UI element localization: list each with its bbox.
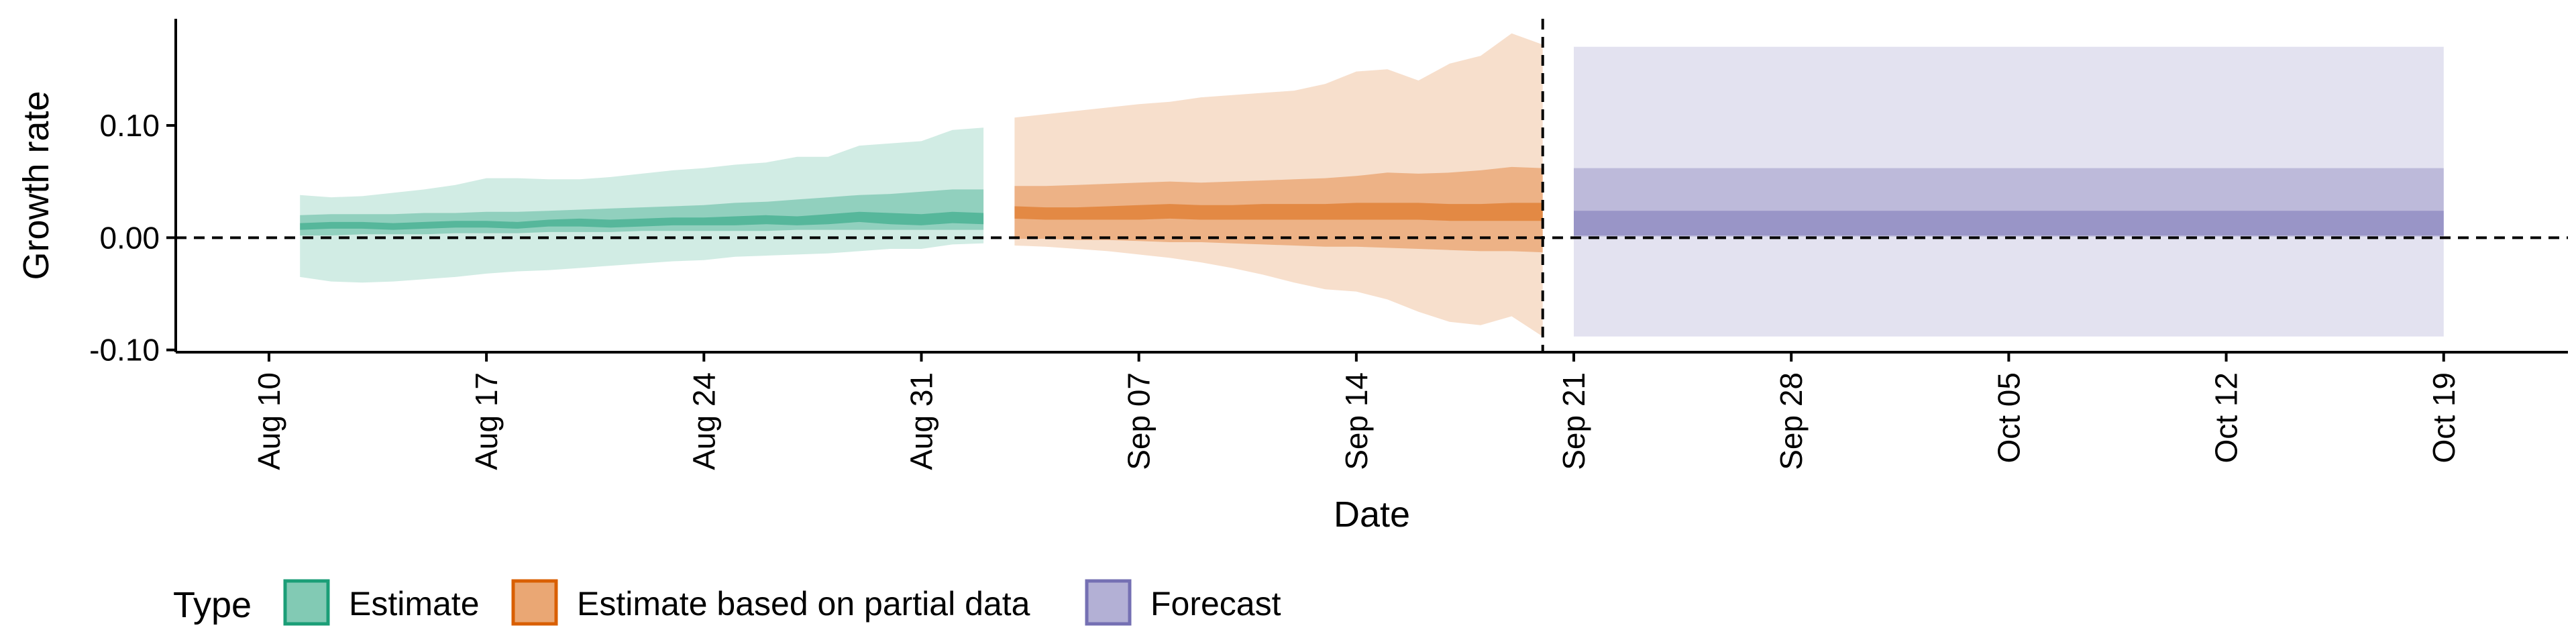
x-tick-label: Oct 12 bbox=[2209, 372, 2244, 464]
x-tick-label: Sep 14 bbox=[1339, 372, 1374, 470]
x-axis-title: Date bbox=[1334, 494, 1410, 535]
x-tick-label: Aug 24 bbox=[686, 372, 721, 470]
y-axis-title: Growth rate bbox=[16, 91, 56, 280]
legend-label-estimate: Estimate bbox=[349, 585, 480, 623]
forecast-core-band bbox=[1574, 211, 2444, 235]
estimate-based-on-partial-data-series bbox=[1014, 33, 1543, 337]
estimate-based-on-partial-data-core-band bbox=[1014, 203, 1543, 221]
x-tick-label: Sep 07 bbox=[1122, 372, 1157, 470]
legend-swatch-estimate bbox=[283, 579, 330, 626]
y-tick-label: 0.10 bbox=[99, 108, 160, 143]
y-tick-label: -0.10 bbox=[89, 333, 160, 368]
x-tick-label: Aug 31 bbox=[904, 372, 938, 470]
estimate-outer-band bbox=[300, 127, 984, 283]
legend-title: Type bbox=[173, 585, 252, 625]
legend-label-forecast: Forecast bbox=[1150, 585, 1281, 623]
estimate-core-band bbox=[300, 211, 984, 230]
band-layer bbox=[300, 33, 2444, 337]
x-tick-label: Aug 10 bbox=[252, 372, 286, 470]
legend-items: Estimate Estimate based on partial data Fo… bbox=[283, 579, 1281, 626]
x-tick-label: Aug 17 bbox=[469, 372, 504, 470]
legend-swatch-forecast bbox=[1085, 579, 1132, 626]
x-tick-label: Oct 19 bbox=[2426, 372, 2461, 464]
legend-label-estimate-based-on-partial-data: Estimate based on partial data bbox=[577, 585, 1030, 623]
reference-lines bbox=[176, 19, 2568, 352]
axes: -0.10 0.00 0.10 Aug 10 Aug 17 Aug 24 Aug 31 Sep… bbox=[89, 19, 2568, 470]
y-tick-label: 0.00 bbox=[99, 220, 160, 255]
legend: Type Estimate Estimate based on partial d… bbox=[173, 579, 1281, 626]
estimate-series bbox=[300, 127, 984, 283]
x-tick-label: Sep 28 bbox=[1774, 372, 1809, 470]
legend-swatch-estimate-based-on-partial-data bbox=[511, 579, 558, 626]
x-tick-label: Sep 21 bbox=[1556, 372, 1591, 470]
forecast-outer-band bbox=[1574, 46, 2444, 337]
forecast-series bbox=[1574, 46, 2444, 337]
x-tick-label: Oct 05 bbox=[1991, 372, 2026, 464]
estimate-based-on-partial-data-outer-band bbox=[1014, 33, 1543, 337]
